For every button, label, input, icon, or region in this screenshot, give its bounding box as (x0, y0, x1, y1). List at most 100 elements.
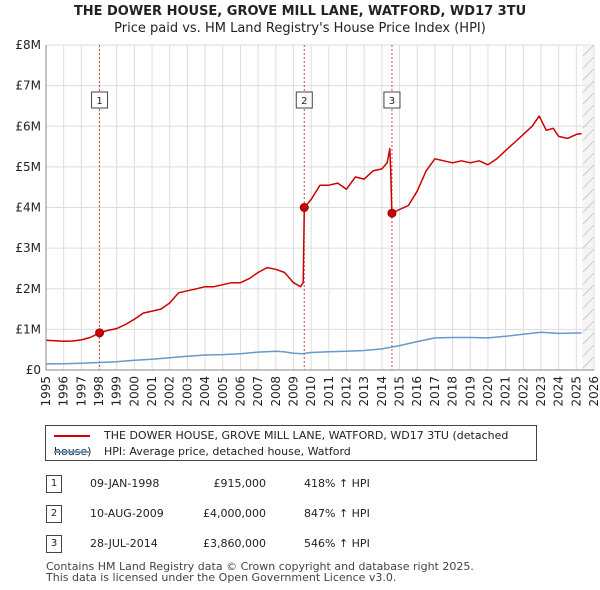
transaction-price: £3,860,000 (203, 537, 266, 550)
transaction-marker-label: 2 (301, 96, 307, 107)
y-tick-label: £7M (15, 79, 41, 93)
transaction-price: £915,000 (213, 477, 267, 490)
x-tick-label: 1998 (92, 376, 106, 407)
y-tick-label: £1M (15, 322, 41, 336)
transaction-point (95, 328, 105, 338)
hatch-line (582, 92, 595, 105)
x-tick-label: 2014 (375, 376, 389, 407)
hatch-line (582, 45, 595, 57)
x-tick-label: 2016 (410, 376, 424, 407)
x-tick-label: 2018 (446, 376, 460, 407)
hatch-line (582, 356, 595, 369)
hatch-line (583, 33, 594, 44)
transaction-point (299, 203, 309, 212)
transaction-number: 3 (46, 535, 62, 553)
x-tick-label: 2004 (198, 376, 212, 407)
x-tick-label: 2023 (534, 376, 548, 407)
hatch-line (582, 152, 595, 165)
legend-item-hpi: HPI: Average price, detached house, Watf… (54, 444, 351, 460)
footer-licence: This data is licensed under the Open Gov… (46, 571, 397, 584)
transaction-price: £4,000,000 (203, 507, 266, 520)
x-tick-label: 2003 (180, 376, 194, 407)
chart-legend: THE DOWER HOUSE, GROVE MILL LANE, WATFOR… (45, 425, 537, 461)
x-tick-label: 2022 (516, 376, 530, 407)
x-tick-label: 2011 (322, 376, 336, 407)
x-tick-label: 2024 (552, 376, 566, 407)
hatch-line (582, 140, 595, 153)
transaction-number: 2 (46, 505, 62, 523)
hatch-line (582, 188, 595, 201)
x-tick-label: 2010 (304, 376, 318, 407)
transaction-date: 09-JAN-1998 (90, 477, 160, 490)
hatch-line (582, 236, 595, 249)
hatch-line (582, 320, 595, 333)
transaction-hpi: 546% ↑ HPI (304, 537, 370, 550)
hatch-line (582, 68, 595, 81)
x-tick-label: 2026 (587, 376, 600, 407)
transaction-marker-box (91, 91, 109, 109)
y-tick-label: £5M (15, 160, 41, 174)
hatch-line (582, 224, 595, 237)
price-chart: £0 £1M £2M £3M £4M £5M £6M £7M £8M 1995 1996 1997 19… (15, 9, 600, 407)
x-tick-label: 2007 (251, 376, 265, 407)
transaction-marker-label: 3 (389, 96, 395, 107)
x-tick-label: 2001 (145, 376, 159, 407)
x-tick-label: 1996 (57, 376, 71, 407)
transaction-hpi: 418% ↑ HPI (304, 477, 370, 490)
hatch-line (582, 272, 595, 285)
x-tick-label: 2020 (481, 376, 495, 407)
hatch-line (583, 9, 594, 20)
chart-title: THE DOWER HOUSE, GROVE MILL LANE, WATFOR… (73, 4, 527, 19)
hatch-line (582, 332, 595, 345)
legend-swatch-property (54, 435, 90, 437)
x-tick-label: 2006 (233, 376, 247, 407)
chart-subtitle: Price paid vs. HM Land Registry's House … (114, 21, 486, 36)
x-tick-label: 2021 (499, 376, 513, 407)
hatch-line (582, 344, 595, 357)
legend-label-hpi: HPI: Average price, detached house, Watf… (104, 445, 351, 458)
hatch-line (582, 128, 595, 141)
x-tick-label: 2013 (357, 376, 371, 407)
y-tick-label: £6M (15, 119, 41, 133)
x-tick-label: 2025 (569, 376, 583, 407)
x-tick-label: 2012 (340, 376, 354, 407)
footer-copyright: Contains HM Land Registry data © Crown c… (46, 560, 474, 573)
y-tick-label: £2M (15, 282, 41, 296)
y-tick-label: £3M (15, 241, 41, 255)
x-tick-label: 2002 (163, 376, 177, 407)
hatch-line (582, 164, 595, 177)
property-price-line (45, 115, 582, 342)
x-tick-label: 1997 (74, 376, 88, 407)
hatch-line (582, 200, 595, 213)
transaction-marker-label: 1 (96, 96, 102, 107)
x-tick-label: 2019 (463, 376, 477, 407)
hatch-line (582, 296, 595, 309)
transaction-date: 28-JUL-2014 (90, 537, 158, 550)
hatch-line (582, 308, 595, 321)
future-shade (582, 45, 594, 370)
future-hatch (582, 9, 595, 370)
y-tick-label: £4M (15, 201, 41, 215)
x-tick-label: 2008 (269, 376, 283, 407)
hatch-line (583, 21, 594, 32)
x-tick-label: 2005 (216, 376, 230, 407)
hatch-line (582, 176, 595, 189)
transaction-point (387, 208, 397, 218)
y-tick-label: £0 (26, 363, 41, 377)
hatch-line (582, 248, 595, 261)
hatch-line (582, 284, 595, 297)
legend-swatch-hpi (54, 451, 90, 453)
x-tick-label: 1999 (110, 376, 124, 407)
transaction-hpi: 847% ↑ HPI (304, 507, 370, 520)
x-tick-label: 2009 (286, 376, 300, 407)
legend-item-property: THE DOWER HOUSE, GROVE MILL LANE, WATFOR… (54, 428, 536, 458)
transaction-marker-box (295, 91, 313, 109)
x-tick-label: 2000 (127, 376, 141, 407)
hpi-line (45, 331, 582, 365)
hatch-line (582, 116, 595, 129)
transaction-marker-box (383, 91, 401, 109)
transaction-number: 1 (46, 475, 62, 493)
x-tick-label: 2017 (428, 376, 442, 407)
hatch-line (582, 104, 595, 117)
transaction-date: 10-AUG-2009 (90, 507, 164, 520)
